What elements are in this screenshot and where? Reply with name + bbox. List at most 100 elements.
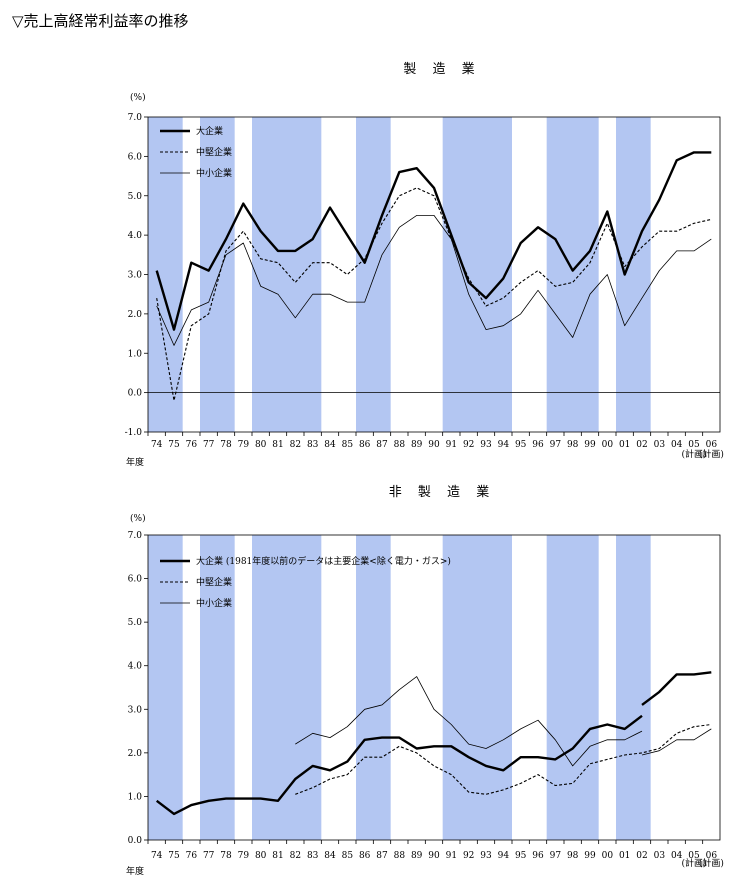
x-tick-label: 06 xyxy=(706,440,718,450)
shaded-period-1 xyxy=(200,117,235,432)
x-tick-label: 95 xyxy=(515,851,527,861)
x-tick-label: 78 xyxy=(220,440,232,450)
x-tick-label: 91 xyxy=(446,851,457,861)
x-tick-label: 90 xyxy=(428,851,440,861)
x-tick-label: 77 xyxy=(203,440,215,450)
x-tick-label: 99 xyxy=(584,851,596,861)
x-tick-label: 89 xyxy=(411,440,423,450)
x-tick-label: 95 xyxy=(515,440,527,450)
legend-label-2: 中小企業 xyxy=(196,167,232,179)
y-tick-label: 2.0 xyxy=(128,749,143,759)
shaded-period-2 xyxy=(252,117,322,432)
x-tick-label: 78 xyxy=(220,851,232,861)
shaded-period-0 xyxy=(148,535,183,840)
series-line-0-1 xyxy=(641,671,712,706)
x-tick-label: 77 xyxy=(203,851,215,861)
chart-title: 製 造 業 xyxy=(403,61,480,77)
x-axis-label: 年度 xyxy=(126,456,144,468)
x-tick-label: 92 xyxy=(463,440,474,450)
x-tick-label: 00 xyxy=(602,851,614,861)
x-tick-label: 06 xyxy=(706,851,718,861)
x-tick-label: 98 xyxy=(567,440,579,450)
shaded-period-5 xyxy=(546,535,599,840)
x-tick-label: 86 xyxy=(359,851,371,861)
x-tick-label: 04 xyxy=(671,851,683,861)
x-tick-label: 82 xyxy=(290,440,301,450)
x-tick-label: 94 xyxy=(498,440,510,450)
x-tick-label: 88 xyxy=(394,851,406,861)
x-tick-label: 80 xyxy=(255,440,267,450)
x-tick-label: 05 xyxy=(688,851,700,861)
legend-label-1: 中堅企業 xyxy=(196,146,232,158)
shaded-period-3 xyxy=(356,535,391,840)
x-tick-label: 81 xyxy=(272,440,283,450)
plan-label: (計画) xyxy=(699,448,724,460)
chart-title: 非 製 造 業 xyxy=(389,484,495,500)
y-tick-label: 1.0 xyxy=(128,792,143,802)
x-tick-label: 97 xyxy=(550,440,562,450)
series-line-2-0 xyxy=(156,214,712,346)
y-tick-label: 5.0 xyxy=(128,618,143,628)
shaded-period-2 xyxy=(252,535,322,840)
x-axis-label: 年度 xyxy=(126,865,144,877)
x-tick-label: 85 xyxy=(342,440,354,450)
x-tick-label: 96 xyxy=(532,851,544,861)
shaded-period-6 xyxy=(616,535,651,840)
x-tick-label: 83 xyxy=(307,851,319,861)
x-tick-label: 02 xyxy=(636,851,647,861)
x-tick-label: 75 xyxy=(168,851,180,861)
legend-label-0: 大企業 xyxy=(196,125,223,137)
x-tick-label: 85 xyxy=(342,851,354,861)
x-tick-label: 99 xyxy=(584,440,596,450)
x-tick-label: 91 xyxy=(446,440,457,450)
x-tick-label: 94 xyxy=(498,851,510,861)
x-tick-label: 00 xyxy=(602,440,614,450)
x-tick-label: 03 xyxy=(654,440,666,450)
x-tick-label: 97 xyxy=(550,851,562,861)
shaded-period-3 xyxy=(356,117,391,432)
plan-label: (計画) xyxy=(699,857,724,869)
y-tick-label: 6.0 xyxy=(128,575,143,585)
series-line-2-1 xyxy=(641,728,712,756)
legend-label-1: 中堅企業 xyxy=(196,576,232,588)
series-line-1-0 xyxy=(156,187,712,402)
x-tick-label: 84 xyxy=(324,851,336,861)
x-tick-label: 86 xyxy=(359,440,371,450)
x-tick-label: 79 xyxy=(238,851,250,861)
x-tick-label: 76 xyxy=(186,851,198,861)
y-tick-label: -1.0 xyxy=(125,428,143,438)
y-tick-label: 5.0 xyxy=(128,192,143,202)
plan-label: (計画) xyxy=(681,857,706,869)
shaded-period-6 xyxy=(616,117,651,432)
x-tick-label: 84 xyxy=(324,440,336,450)
shaded-period-4 xyxy=(442,535,512,840)
x-tick-label: 82 xyxy=(290,851,301,861)
x-tick-label: 76 xyxy=(186,440,198,450)
x-tick-label: 74 xyxy=(151,440,163,450)
shaded-period-5 xyxy=(546,117,599,432)
series-line-0-0 xyxy=(155,714,643,816)
series-line-2-0 xyxy=(295,676,643,767)
x-tick-label: 01 xyxy=(619,851,630,861)
legend-label-2: 中小企業 xyxy=(196,597,232,609)
plot-frame xyxy=(147,534,721,841)
x-tick-label: 96 xyxy=(532,440,544,450)
y-tick-label: 3.0 xyxy=(128,271,143,281)
x-tick-label: 83 xyxy=(307,440,319,450)
y-tick-label: 0.0 xyxy=(128,389,143,399)
y-tick-label: 7.0 xyxy=(128,113,143,123)
x-tick-label: 93 xyxy=(480,851,492,861)
x-tick-label: 93 xyxy=(480,440,492,450)
x-tick-label: 04 xyxy=(671,440,683,450)
x-tick-label: 92 xyxy=(463,851,474,861)
x-tick-label: 01 xyxy=(619,440,630,450)
x-tick-label: 90 xyxy=(428,440,440,450)
y-tick-label: 6.0 xyxy=(128,152,143,162)
y-tick-label: 7.0 xyxy=(128,531,143,541)
x-tick-label: 87 xyxy=(376,440,388,450)
x-tick-label: 74 xyxy=(151,851,163,861)
y-tick-label: 2.0 xyxy=(128,310,143,320)
unit-label: (%) xyxy=(130,513,146,524)
